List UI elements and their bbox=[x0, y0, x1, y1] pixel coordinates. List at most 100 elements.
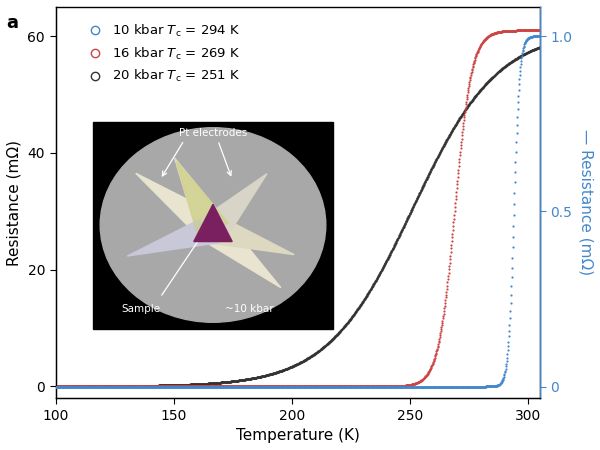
Point bbox=[267, 383, 277, 390]
Point bbox=[297, 383, 307, 390]
Point bbox=[431, 383, 440, 390]
Point bbox=[419, 180, 429, 187]
Point bbox=[172, 383, 182, 390]
Point bbox=[163, 383, 173, 390]
Point bbox=[136, 383, 146, 390]
Point bbox=[383, 383, 392, 390]
Point bbox=[499, 64, 509, 71]
Point bbox=[455, 155, 464, 162]
Point bbox=[376, 383, 386, 390]
Point bbox=[405, 211, 415, 218]
Point bbox=[332, 383, 341, 390]
Point bbox=[91, 383, 100, 390]
Point bbox=[404, 382, 413, 389]
Point bbox=[307, 352, 316, 360]
Point bbox=[130, 382, 140, 390]
Point bbox=[175, 381, 184, 388]
Point bbox=[193, 381, 203, 388]
Point bbox=[258, 373, 268, 380]
Point bbox=[382, 257, 391, 264]
Point bbox=[134, 383, 143, 390]
Point bbox=[233, 383, 242, 390]
Point bbox=[151, 382, 160, 389]
Point bbox=[404, 383, 414, 390]
Point bbox=[523, 36, 532, 43]
Point bbox=[282, 365, 292, 372]
Point bbox=[65, 383, 75, 390]
Point bbox=[170, 383, 179, 390]
Point bbox=[239, 383, 248, 390]
Point bbox=[413, 378, 423, 386]
Point bbox=[445, 262, 454, 270]
Point bbox=[313, 383, 323, 390]
Point bbox=[191, 383, 201, 390]
Point bbox=[486, 383, 496, 390]
Point bbox=[51, 383, 61, 390]
Point bbox=[94, 383, 104, 390]
Point bbox=[244, 375, 253, 382]
Point bbox=[281, 383, 290, 390]
Point bbox=[206, 380, 216, 387]
Point bbox=[497, 378, 507, 385]
Point bbox=[433, 153, 442, 161]
Point bbox=[110, 383, 119, 390]
Point bbox=[286, 383, 295, 390]
Point bbox=[289, 383, 298, 390]
Point bbox=[230, 383, 239, 390]
Point bbox=[230, 378, 239, 385]
Point bbox=[295, 383, 304, 390]
Point bbox=[529, 46, 539, 53]
Point bbox=[116, 383, 126, 390]
Point bbox=[325, 383, 334, 390]
Point bbox=[344, 383, 354, 390]
Point bbox=[368, 383, 377, 390]
Point bbox=[157, 383, 166, 390]
Point bbox=[112, 383, 122, 390]
Point bbox=[270, 383, 280, 390]
Point bbox=[501, 27, 511, 35]
Point bbox=[449, 215, 458, 222]
Point bbox=[62, 383, 71, 390]
Point bbox=[269, 369, 279, 377]
Point bbox=[220, 378, 229, 386]
Point bbox=[208, 383, 217, 390]
Point bbox=[452, 383, 461, 390]
Point bbox=[105, 383, 115, 390]
Point bbox=[121, 383, 131, 390]
Point bbox=[436, 383, 446, 390]
Point bbox=[187, 381, 196, 388]
Point bbox=[480, 36, 490, 43]
Point bbox=[305, 383, 315, 390]
Point bbox=[459, 383, 469, 390]
Point bbox=[354, 304, 364, 311]
Point bbox=[163, 383, 173, 390]
Point bbox=[184, 381, 194, 388]
Point bbox=[280, 383, 289, 390]
Point bbox=[441, 291, 451, 298]
Point bbox=[444, 133, 454, 140]
Point bbox=[399, 382, 409, 389]
Point bbox=[520, 41, 529, 48]
Point bbox=[320, 383, 330, 390]
Point bbox=[531, 27, 541, 34]
Point bbox=[222, 378, 232, 386]
Point bbox=[287, 383, 296, 390]
Point bbox=[335, 383, 344, 390]
Point bbox=[192, 383, 202, 390]
Point bbox=[472, 51, 481, 58]
Point bbox=[361, 383, 371, 390]
Point bbox=[385, 382, 394, 390]
Point bbox=[149, 383, 159, 390]
Point bbox=[524, 27, 534, 34]
Point bbox=[339, 324, 349, 331]
Point bbox=[284, 383, 293, 390]
Point bbox=[442, 285, 452, 292]
Point bbox=[338, 383, 348, 390]
Point bbox=[440, 383, 449, 390]
Point bbox=[458, 129, 467, 136]
Point bbox=[101, 383, 110, 390]
Point bbox=[434, 339, 443, 346]
Point bbox=[524, 34, 534, 41]
Point bbox=[103, 382, 112, 390]
Point bbox=[331, 332, 341, 339]
